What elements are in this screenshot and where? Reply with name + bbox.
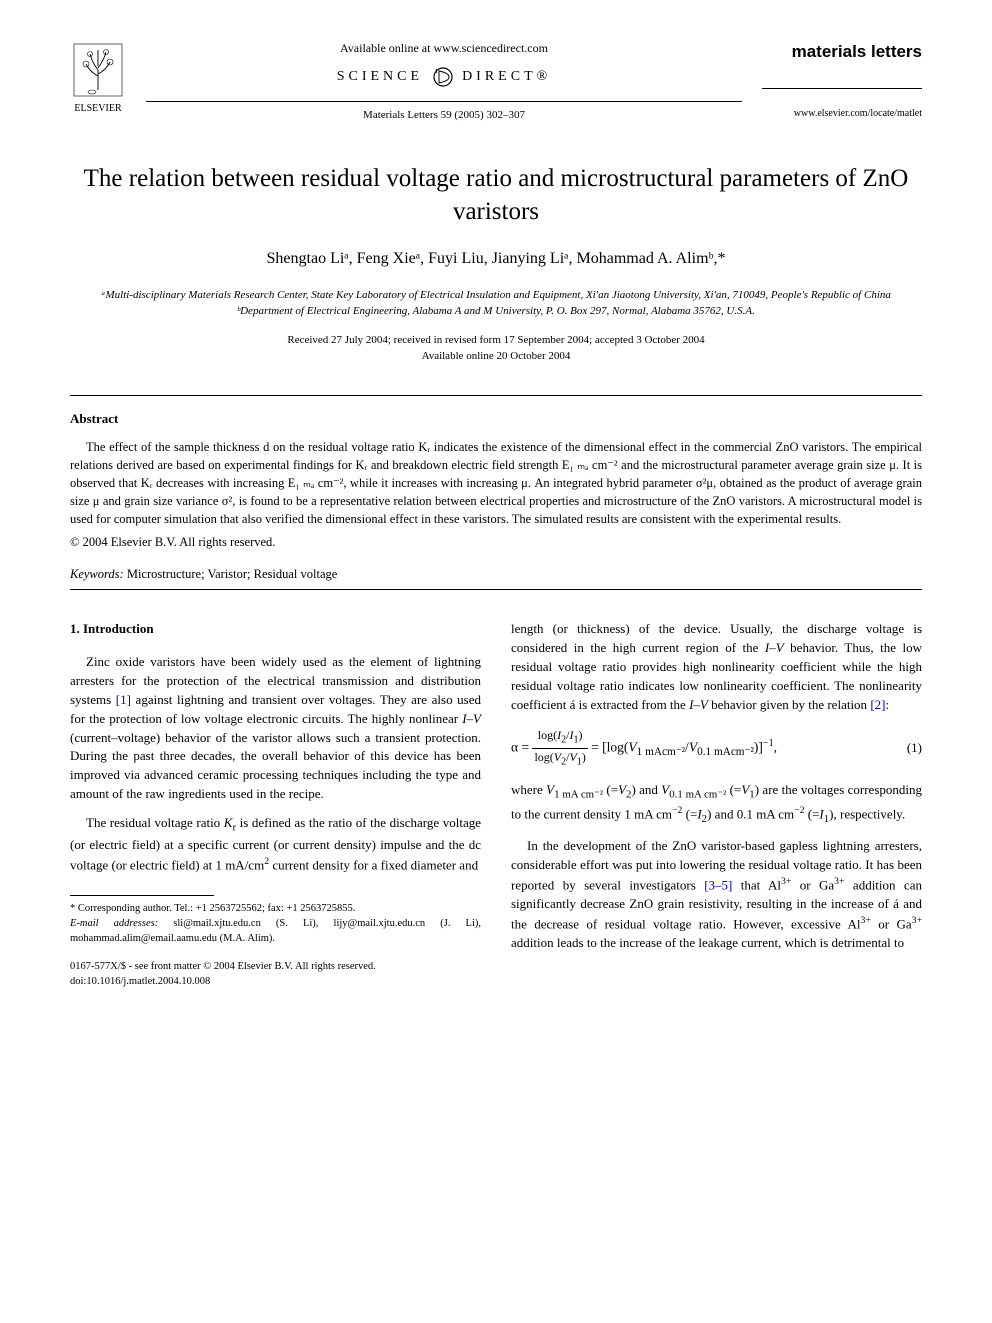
equation-1-number: (1) [907,739,922,758]
column-left: 1. Introduction Zinc oxide varistors hav… [70,620,481,989]
header-rule [146,101,742,102]
affiliations: ᵃMulti-disciplinary Materials Research C… [70,287,922,320]
sciencedirect-d-icon [431,65,455,89]
doi-line: doi:10.1016/j.matlet.2004.10.008 [70,975,481,990]
ref-link-2[interactable]: [2] [870,697,885,712]
column-right: length (or thickness) of the device. Usu… [511,620,922,989]
intro-p1: Zinc oxide varistors have been widely us… [70,653,481,804]
dates-received: Received 27 July 2004; received in revis… [70,332,922,349]
intro-heading: 1. Introduction [70,620,481,639]
elsevier-tree-icon [70,40,126,100]
publisher-name: ELSEVIER [70,102,126,116]
intro-p3: length (or thickness) of the device. Usu… [511,620,922,714]
equation-1-body: α = log(I2/I1)log(V2/V1) = [log(V1 mAcm⁻… [511,727,777,770]
abstract-body: The effect of the sample thickness d on … [70,438,922,529]
ref-link-1[interactable]: [1] [116,692,131,707]
intro-p4: where V1 mA cm⁻² (=V2) and V0.1 mA cm⁻² … [511,781,922,827]
keywords-line: Keywords: Microstructure; Varistor; Resi… [70,566,922,584]
equation-1: α = log(I2/I1)log(V2/V1) = [log(V1 mAcm⁻… [511,727,922,770]
email-addresses: E-mail addresses: sli@mail.xjtu.edu.cn (… [70,917,481,946]
affiliation-b: ᵇDepartment of Electrical Engineering, A… [70,303,922,320]
available-online-text: Available online at www.sciencedirect.co… [146,40,742,57]
issn-line: 0167-577X/$ - see front matter © 2004 El… [70,960,481,975]
body-columns: 1. Introduction Zinc oxide varistors hav… [70,620,922,989]
bottom-meta: 0167-577X/$ - see front matter © 2004 El… [70,960,481,989]
paper-title: The relation between residual voltage ra… [70,163,922,228]
abstract-heading: Abstract [70,410,922,428]
dates-available: Available online 20 October 2004 [70,348,922,365]
corresponding-author: * Corresponding author. Tel.: +1 2563725… [70,902,481,917]
article-dates: Received 27 July 2004; received in revis… [70,332,922,365]
footnote-separator [70,895,214,896]
science-direct-logo: SCIENCE DIRECT® [146,65,742,89]
journal-reference: Materials Letters 59 (2005) 302–307 [146,108,742,123]
intro-p5: In the development of the ZnO varistor-b… [511,837,922,953]
journal-url: www.elsevier.com/locate/matlet [762,107,922,121]
header-center: Available online at www.sciencedirect.co… [126,40,762,123]
publisher-logo: ELSEVIER [70,40,126,116]
abstract-bottom-rule [70,589,922,590]
page-header: ELSEVIER Available online at www.science… [70,40,922,123]
affiliation-a: ᵃMulti-disciplinary Materials Research C… [70,287,922,304]
header-right: materials letters www.elsevier.com/locat… [762,40,922,121]
authors-line: Shengtao Liᵃ, Feng Xieᵃ, Fuyi Liu, Jiany… [70,248,922,270]
ref-link-3-5[interactable]: [3–5] [704,877,732,892]
intro-p2: The residual voltage ratio Kr is defined… [70,814,481,875]
header-rule-right [762,88,922,89]
abstract-copyright: © 2004 Elsevier B.V. All rights reserved… [70,534,922,552]
journal-name: materials letters [762,40,922,64]
abstract-top-rule [70,395,922,396]
